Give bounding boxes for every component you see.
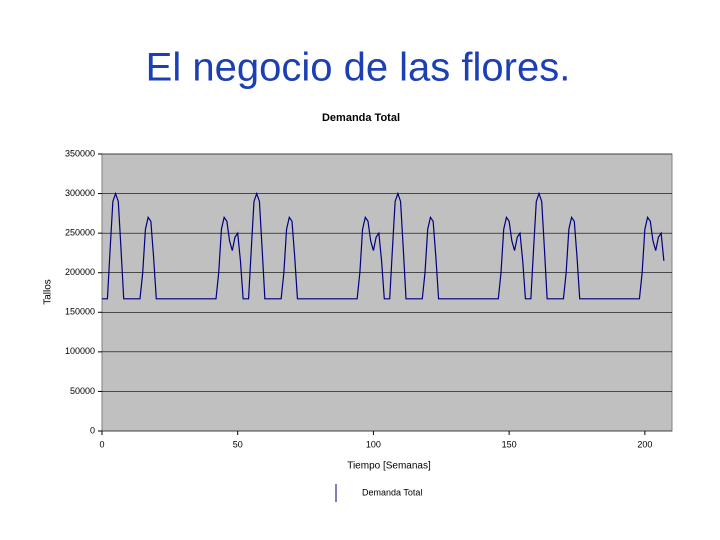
series-line	[102, 191, 665, 300]
x-tick-label: 50	[233, 439, 243, 449]
y-tick-label: 350000	[65, 148, 95, 158]
y-tick-label: 300000	[65, 188, 95, 198]
y-tick-label: 50000	[70, 386, 95, 396]
y-tick-label: 200000	[65, 267, 95, 277]
y-tick-label: 100000	[65, 346, 95, 356]
plot-area	[101, 153, 673, 432]
x-tick-label: 150	[502, 439, 517, 449]
x-tick-label: 200	[637, 439, 652, 449]
legend-label: Demanda Total	[362, 487, 422, 497]
chart-title: Demanda Total	[322, 112, 400, 124]
x-tick-label: 0	[99, 439, 104, 449]
y-tick-label: 0	[90, 425, 95, 435]
x-axis-label: Tiempo [Semanas]	[347, 461, 431, 472]
y-tick-label: 250000	[65, 228, 95, 238]
y-tick-label: 150000	[65, 307, 95, 317]
slide-title: El negocio de las flores.	[146, 46, 571, 90]
x-tick-label: 100	[366, 439, 381, 449]
y-axis-label: Tallos	[43, 279, 54, 305]
